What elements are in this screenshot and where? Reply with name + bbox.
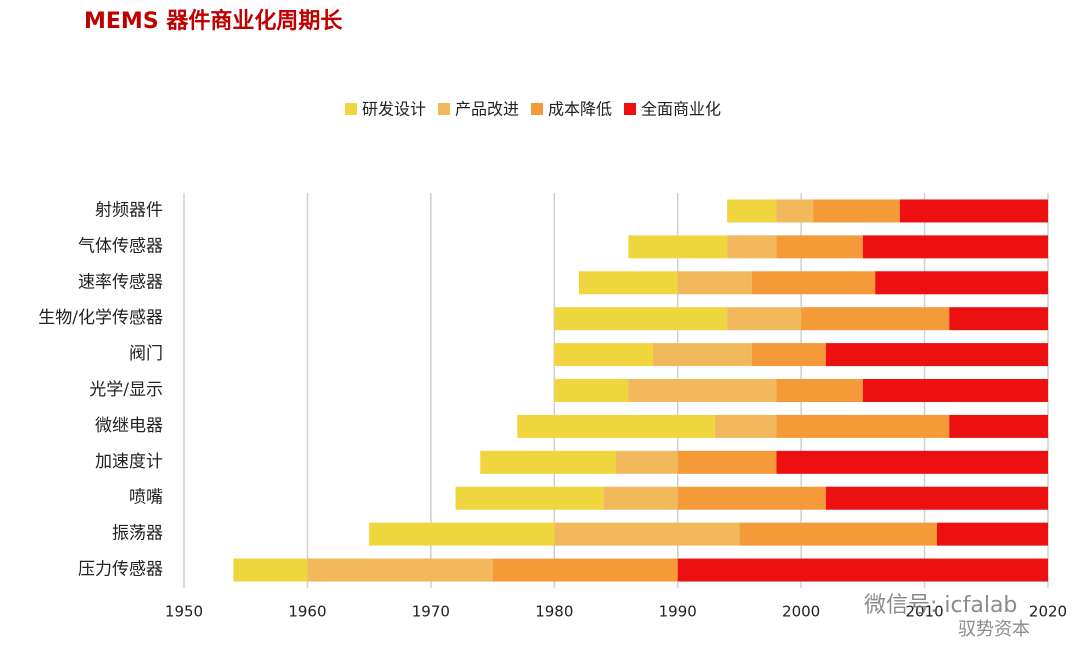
bar-segment — [492, 558, 678, 582]
bar-segment — [480, 450, 616, 474]
bar-segment — [776, 450, 1048, 474]
bar-segment — [875, 271, 1048, 295]
category-label: 光学/显示 — [89, 380, 163, 400]
x-tick-label: 2020 — [1029, 603, 1067, 621]
bar-segment — [554, 343, 654, 367]
chart-title: MEMS 器件商业化周期长 — [84, 8, 343, 34]
bar-segment — [776, 199, 814, 223]
bar-segment — [813, 199, 900, 223]
bar-segment — [554, 522, 740, 546]
bar-segment — [776, 414, 950, 438]
bar-segment — [554, 379, 629, 402]
bar-segment — [949, 307, 1048, 331]
bar-segment — [307, 558, 493, 582]
watermark: 微信号: icfalab — [864, 593, 1017, 618]
bar-segment — [455, 486, 604, 510]
legend-label: 产品改进 — [455, 100, 519, 119]
bar-segment — [603, 486, 678, 510]
bar-segment — [653, 343, 752, 367]
bar-segment — [677, 558, 1048, 582]
category-label: 速率传感器 — [78, 272, 163, 292]
category-label: 微继电器 — [95, 416, 163, 436]
bar-segment — [233, 558, 308, 582]
category-label: 加速度计 — [95, 452, 163, 472]
bar-segment — [825, 486, 1048, 510]
bar-segment — [751, 343, 826, 367]
x-tick-label: 2000 — [782, 603, 820, 621]
legend-swatch — [438, 103, 450, 115]
bar-segment — [801, 307, 950, 331]
legend-label: 全面商业化 — [641, 100, 721, 119]
bar-segment — [677, 450, 777, 474]
watermark: 驭势资本 — [958, 619, 1030, 640]
bar-segment — [825, 343, 1048, 367]
bar-segment — [369, 522, 555, 546]
x-tick-label: 1950 — [165, 603, 203, 621]
category-label: 振荡器 — [112, 524, 163, 544]
category-label: 阀门 — [129, 344, 163, 364]
x-tick-label: 1980 — [535, 603, 573, 621]
bar-segment — [727, 307, 802, 331]
legend-label: 成本降低 — [548, 100, 612, 119]
bar-segment — [677, 271, 752, 295]
x-tick-label: 2010 — [905, 603, 943, 621]
legend-swatch — [345, 103, 357, 115]
bar-segment — [776, 235, 863, 259]
bar-segment — [628, 379, 777, 402]
bars — [233, 199, 1048, 582]
legend-label: 研发设计 — [362, 100, 426, 119]
bar-segment — [727, 199, 777, 223]
bar-segment — [628, 235, 728, 259]
bar-segment — [677, 486, 826, 510]
bar-segment — [517, 414, 715, 438]
category-label: 气体传感器 — [78, 236, 163, 256]
bar-segment — [949, 414, 1048, 438]
bar-segment — [578, 271, 678, 295]
legend-swatch — [531, 103, 543, 115]
bar-segment — [616, 450, 678, 474]
bar-segment — [899, 199, 1048, 223]
bar-segment — [776, 379, 863, 402]
category-label: 喷嘴 — [129, 488, 163, 508]
category-label: 射频器件 — [95, 200, 163, 220]
bar-segment — [727, 235, 777, 259]
legend-swatch — [624, 103, 636, 115]
x-tick-label: 1970 — [412, 603, 450, 621]
bar-segment — [862, 379, 1048, 402]
x-tick-label: 1960 — [288, 603, 326, 621]
category-label: 压力传感器 — [78, 560, 163, 580]
bar-segment — [554, 307, 728, 331]
bar-segment — [936, 522, 1048, 546]
category-label: 生物/化学传感器 — [38, 308, 163, 328]
bar-segment — [739, 522, 937, 546]
bar-segment — [714, 414, 777, 438]
bar-segment — [862, 235, 1048, 259]
x-tick-label: 1990 — [659, 603, 697, 621]
bar-segment — [751, 271, 876, 295]
